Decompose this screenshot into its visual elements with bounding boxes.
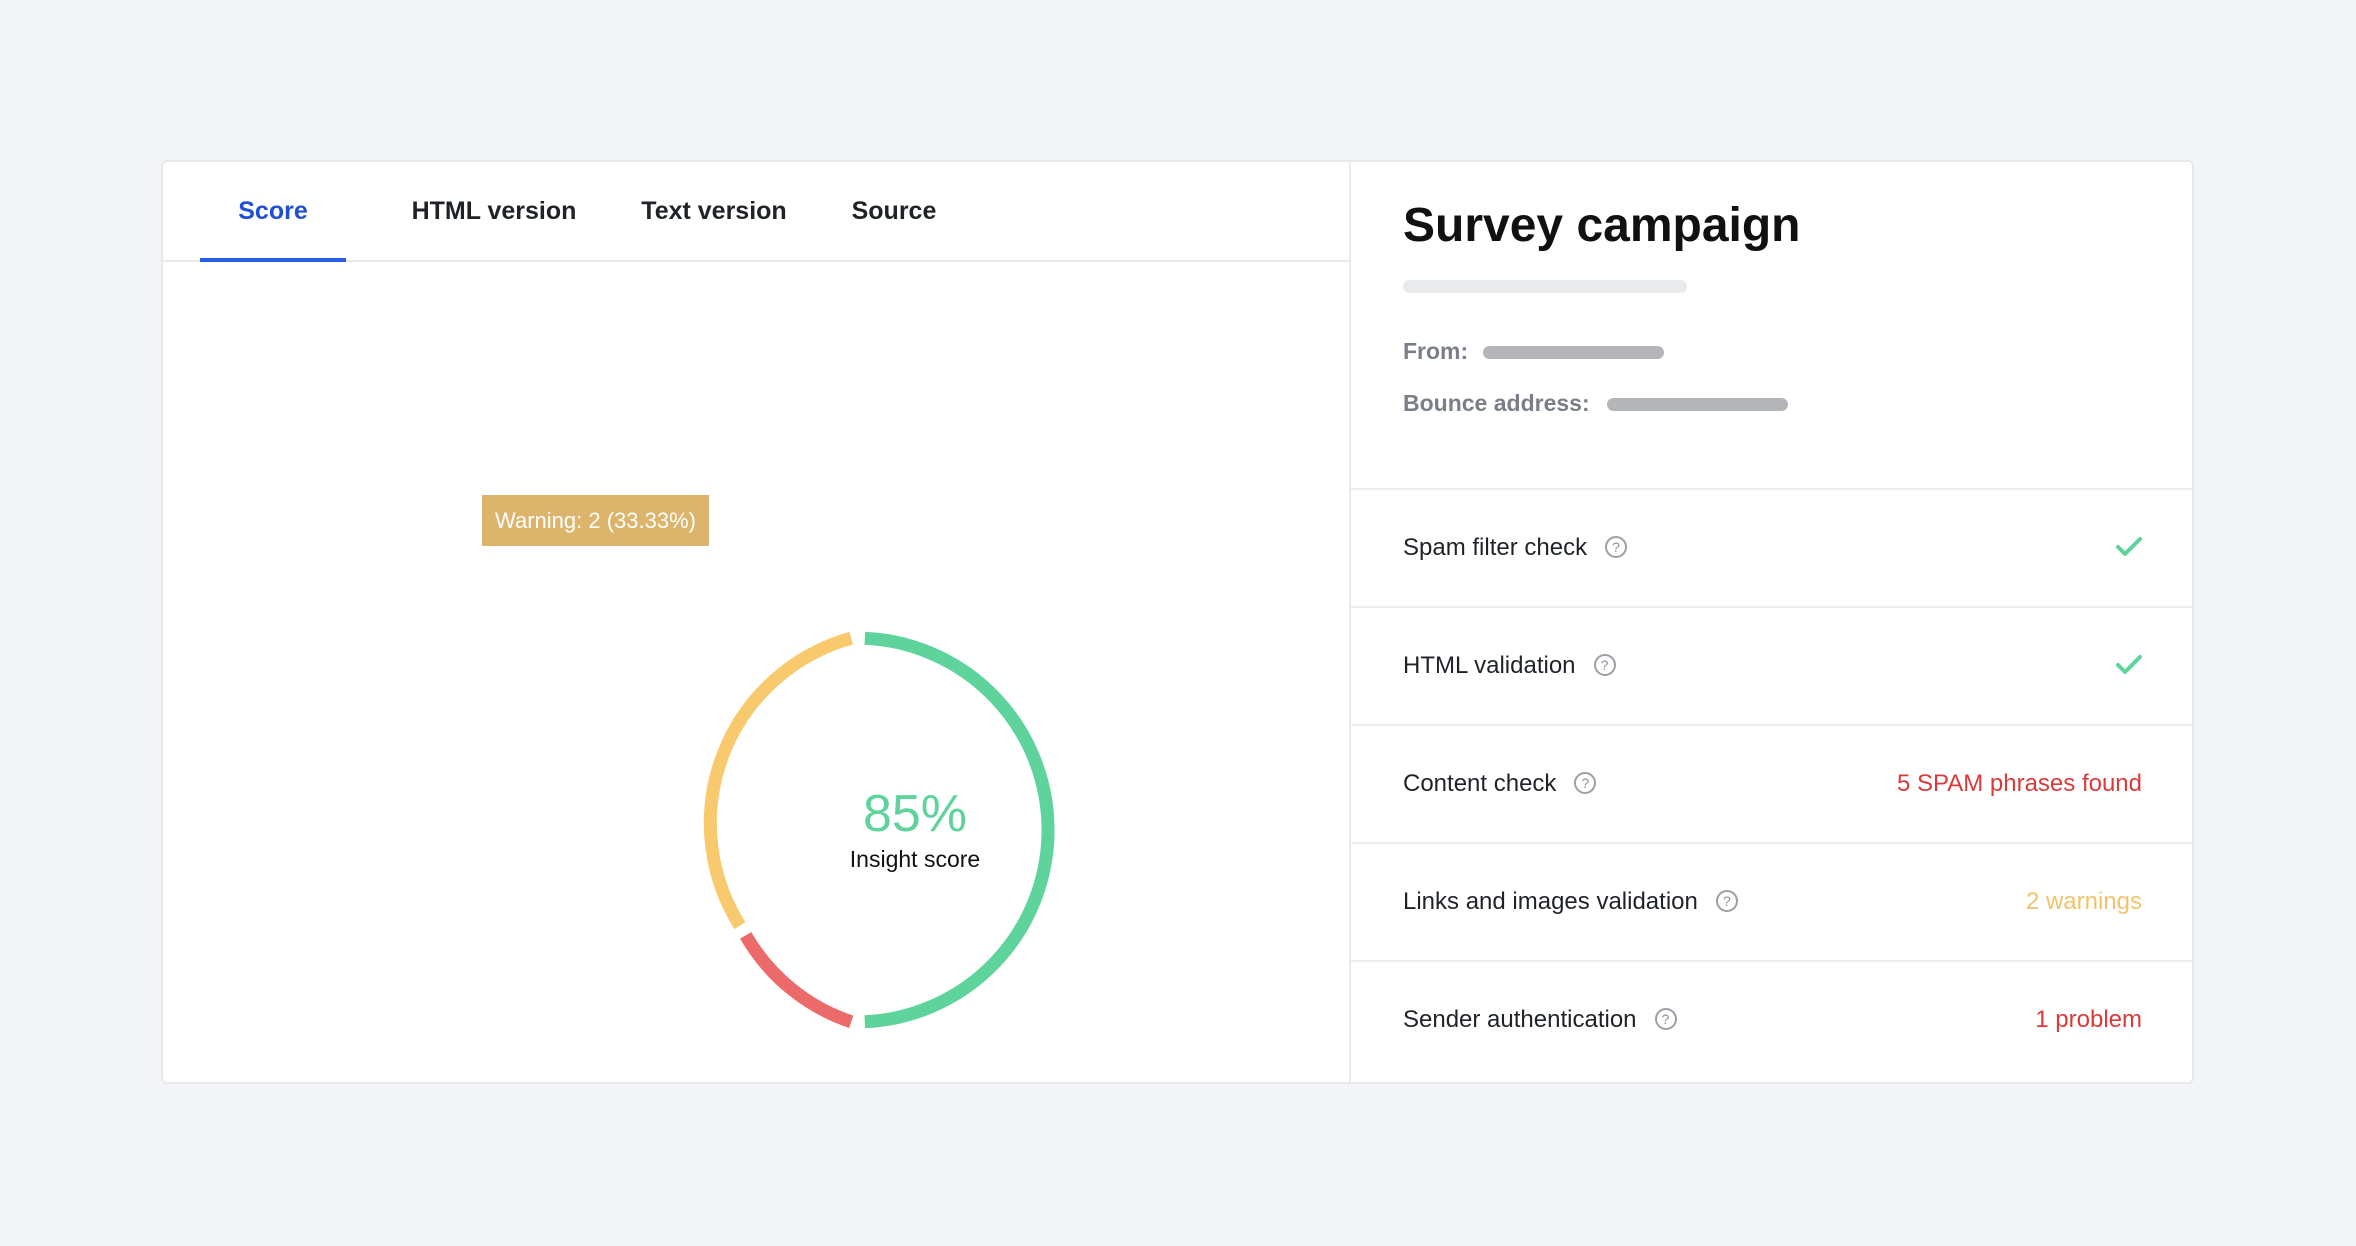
from-value-redacted	[1483, 346, 1664, 359]
check-row-links-images[interactable]: Links and images validation? 2 warnings	[1351, 842, 2192, 960]
check-row-spam-filter[interactable]: Spam filter check?	[1351, 488, 2192, 606]
score-value: 85%	[863, 785, 967, 843]
check-row-html-validation[interactable]: HTML validation?	[1351, 606, 2192, 724]
tab-bar: Score HTML version Text version Source	[163, 162, 1349, 262]
donut-segment-warning[interactable]	[703, 631, 853, 930]
check-label: Sender authentication	[1403, 1006, 1637, 1033]
campaign-title: Survey campaign	[1403, 199, 1801, 252]
check-icon	[2116, 655, 2142, 674]
help-icon[interactable]: ?	[1715, 889, 1738, 912]
insight-score-donut: 85% Insight score	[703, 631, 1055, 1029]
checks-list: Spam filter check? HTML validation? Cont…	[1351, 488, 2192, 1078]
from-label: From:	[1403, 338, 1469, 364]
campaign-panel: Survey campaign From: Bounce address: Sp…	[1351, 162, 2192, 1082]
check-row-sender-auth[interactable]: Sender authentication? 1 problem	[1351, 960, 2192, 1078]
check-icon	[2116, 537, 2142, 556]
score-label: Insight score	[850, 846, 980, 872]
help-icon[interactable]: ?	[1574, 771, 1597, 794]
check-status: 2 warnings	[2025, 888, 2142, 915]
check-status: 1 problem	[2035, 1006, 2142, 1033]
check-label: Links and images validation	[1403, 888, 1698, 915]
help-icon[interactable]: ?	[1654, 1007, 1677, 1030]
tab-score[interactable]: Score	[200, 162, 346, 262]
check-row-content-check[interactable]: Content check? 5 SPAM phrases found	[1351, 724, 2192, 842]
subject-placeholder	[1403, 280, 1687, 293]
score-panel: Score HTML version Text version Source 8…	[163, 162, 1351, 1082]
check-label: Content check	[1403, 770, 1557, 797]
help-icon[interactable]: ?	[1605, 535, 1628, 558]
donut-segment-pass[interactable]	[864, 631, 1055, 1029]
bounce-label: Bounce address:	[1403, 390, 1590, 416]
tab-html-version[interactable]: HTML version	[411, 197, 577, 225]
check-status: 5 SPAM phrases found	[1896, 770, 2142, 797]
tab-source[interactable]: Source	[851, 197, 937, 225]
bounce-value-redacted	[1607, 398, 1788, 411]
check-label: HTML validation	[1403, 652, 1576, 679]
report-card: Score HTML version Text version Source 8…	[161, 160, 2194, 1084]
check-label: Spam filter check	[1403, 534, 1588, 561]
help-icon[interactable]: ?	[1593, 653, 1616, 676]
tab-text-version[interactable]: Text version	[641, 197, 787, 225]
donut-segment-fail[interactable]	[740, 932, 854, 1028]
warning-tooltip: Warning: 2 (33.33%)	[482, 495, 709, 546]
